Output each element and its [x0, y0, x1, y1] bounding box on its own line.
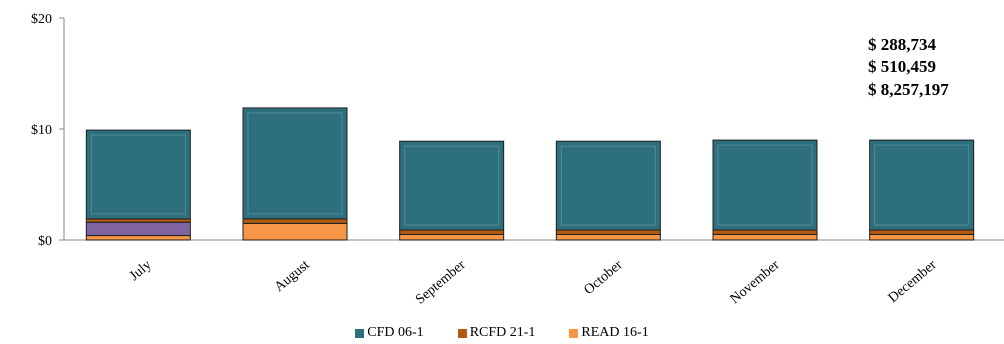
annotation-value: $ 510,459 [868, 57, 936, 76]
bar-segment [712, 229, 818, 235]
bar-segment [242, 107, 348, 220]
bar-segment [85, 235, 191, 241]
bar-segment [555, 140, 661, 231]
bar-segment [85, 221, 191, 237]
bar-segment [399, 229, 505, 235]
bar-segment [242, 222, 348, 241]
bars-group [85, 107, 975, 241]
bar-segment [399, 140, 505, 231]
bar-segment [869, 233, 975, 241]
legend-item: READ 16-1 [569, 324, 649, 342]
x-tick-label: October [581, 257, 625, 298]
legend-label: RCFD 21-1 [469, 325, 536, 340]
bar-bevel [90, 134, 186, 215]
x-tick-label: August [272, 258, 313, 296]
x-tick-label: September [413, 257, 469, 307]
legend-label: CFD 06-1 [367, 325, 424, 340]
bar-bevel [717, 144, 813, 226]
bar-segment [399, 233, 505, 241]
bar-segment [85, 129, 191, 220]
y-tick-label: $10 [31, 123, 52, 138]
legend-swatch [569, 328, 579, 338]
bar-segment [869, 229, 975, 235]
bar-bevel [874, 144, 970, 226]
legend-item: CFD 06-1 [355, 324, 424, 342]
bar-segment [555, 233, 661, 241]
bar-segment [869, 139, 975, 231]
annotation-value: $ 8,257,197 [868, 80, 949, 99]
bar-segment [712, 233, 818, 241]
legend-label: READ 16-1 [581, 325, 649, 340]
x-tick-label: November [728, 257, 783, 307]
bar-segment [242, 218, 348, 224]
x-tick-label: December [886, 257, 940, 306]
legend: CFD 06-1 RCFD 21-1 READ 16-1 [0, 324, 1004, 342]
y-tick-label: $0 [38, 234, 52, 249]
legend-swatch [457, 328, 467, 338]
annotation-value: $ 288,734 [868, 35, 937, 54]
bar-bevel [404, 145, 500, 226]
bar-bevel [560, 145, 656, 226]
bar-bevel [247, 112, 343, 215]
legend-item: RCFD 21-1 [457, 324, 536, 342]
y-tick-label: $20 [31, 12, 52, 27]
legend-swatch [355, 328, 365, 338]
bar-segment [555, 229, 661, 235]
x-tick-label: July [127, 258, 155, 284]
bar-segment [712, 139, 818, 231]
